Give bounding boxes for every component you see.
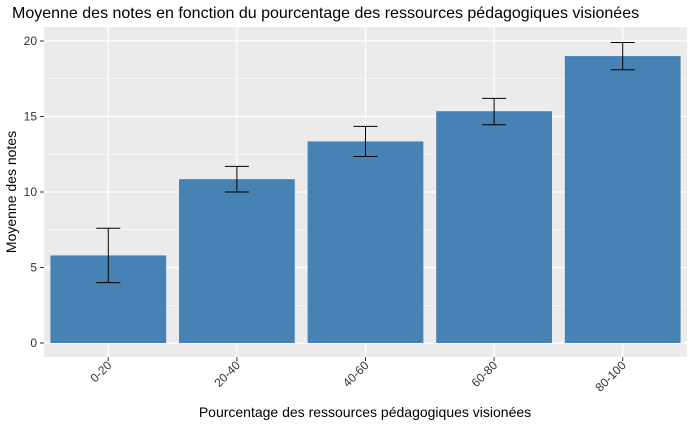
y-axis-title: Moyenne des notes bbox=[3, 131, 19, 253]
bar-20-40 bbox=[179, 179, 295, 343]
bar-40-60 bbox=[307, 141, 424, 343]
error-bar-0-20 bbox=[96, 227, 121, 284]
bar-80-100 bbox=[564, 56, 681, 343]
x-axis: 0-20 20-40 40-60 60-80 80-100 bbox=[88, 357, 629, 395]
x-tick-label: 60-80 bbox=[469, 358, 501, 390]
x-tick-label: 80-100 bbox=[592, 358, 629, 395]
y-tick-label: 10 bbox=[24, 185, 38, 199]
error-bar-40-60 bbox=[353, 125, 378, 158]
x-tick-label: 0-20 bbox=[88, 358, 115, 385]
error-bar-20-40 bbox=[224, 165, 249, 193]
y-axis: 0 5 10 15 20 bbox=[24, 34, 44, 350]
x-tick-label: 20-40 bbox=[211, 358, 243, 390]
y-tick-label: 20 bbox=[24, 34, 38, 48]
x-axis-title: Pourcentage des ressources pédagogiques … bbox=[199, 404, 531, 420]
bar-60-80 bbox=[436, 111, 552, 343]
y-tick-label: 15 bbox=[24, 110, 38, 124]
chart-title: Moyenne des notes en fonction du pourcen… bbox=[12, 5, 639, 22]
error-bar-60-80 bbox=[482, 97, 507, 126]
error-bars bbox=[96, 42, 635, 284]
x-tick-label: 40-60 bbox=[340, 358, 372, 390]
bars bbox=[50, 56, 681, 343]
error-bar-80-100 bbox=[610, 42, 635, 71]
y-tick-label: 5 bbox=[30, 261, 37, 275]
y-tick-label: 0 bbox=[30, 336, 37, 350]
